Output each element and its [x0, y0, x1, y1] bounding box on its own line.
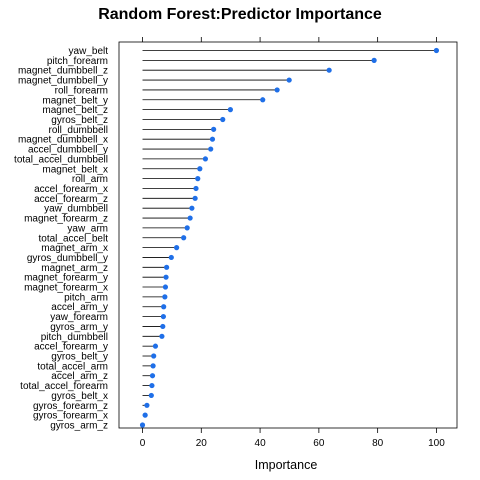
data-point	[202, 156, 209, 162]
data-point	[150, 363, 156, 369]
category-label: roll_dumbbell	[49, 125, 108, 136]
category-label: gyros_belt_x	[51, 391, 108, 402]
data-point	[195, 176, 201, 182]
data-point	[326, 67, 332, 73]
x-axis-top	[142, 37, 437, 42]
category-label: accel_arm_z	[51, 371, 108, 382]
data-point	[274, 87, 280, 93]
category-label: yaw_arm	[67, 223, 108, 234]
category-label: pitch_dumbbell	[41, 332, 108, 343]
category-label: total_accel_forearm	[20, 381, 108, 392]
data-point	[149, 382, 155, 389]
category-label: magnet_belt_z	[42, 105, 108, 116]
x-tick-label: 40	[255, 438, 267, 449]
data-point	[371, 57, 377, 63]
data-point	[149, 373, 156, 379]
category-label: accel_forearm_z	[34, 194, 108, 205]
category-label: pitch_arm	[64, 292, 108, 303]
category-label: total_accel_belt	[39, 233, 109, 244]
data-point	[260, 97, 266, 103]
category-label: magnet_forearm_z	[24, 214, 108, 225]
category-label: magnet_arm_x	[41, 243, 108, 254]
data-point	[174, 245, 180, 251]
category-label: yaw_belt	[69, 46, 109, 57]
data-point	[208, 146, 214, 152]
data-point	[152, 343, 159, 349]
category-label: magnet_dumbbell_y	[18, 76, 108, 87]
category-label: pitch_forearm	[47, 56, 108, 67]
data-point	[144, 402, 150, 408]
data-point	[286, 77, 292, 83]
category-label: total_accel_dumbbell	[14, 154, 108, 165]
category-label: magnet_belt_y	[42, 95, 108, 106]
category-label: accel_forearm_x	[34, 184, 108, 195]
x-tick-label: 60	[313, 438, 325, 449]
data-point	[192, 195, 198, 201]
category-label: magnet_arm_z	[41, 263, 108, 274]
data-point	[161, 304, 167, 310]
x-axis-label: Importance	[255, 458, 318, 472]
data-point	[168, 254, 174, 261]
x-tick-label: 20	[196, 438, 208, 449]
data-point	[139, 422, 146, 428]
x-tick-label: 80	[372, 438, 384, 449]
category-label: gyros_belt_z	[51, 115, 108, 126]
chart-title: Random Forest:Predictor Importance	[98, 6, 382, 23]
dot-series	[139, 47, 440, 428]
data-point	[181, 235, 187, 241]
category-label: accel_forearm_y	[34, 342, 108, 353]
data-point	[163, 274, 169, 280]
data-point	[142, 412, 148, 418]
data-point	[184, 225, 190, 231]
data-point	[159, 333, 165, 339]
category-label: roll_arm	[72, 174, 108, 185]
category-label: gyros_forearm_z	[33, 401, 108, 412]
category-label: total_accel_arm	[37, 361, 108, 372]
x-tick-label: 0	[140, 438, 146, 449]
category-label: yaw_forearm	[50, 312, 108, 323]
data-point	[220, 116, 226, 123]
data-point	[433, 47, 440, 54]
data-point	[189, 205, 195, 211]
category-label: magnet_dumbbell_z	[18, 66, 108, 77]
category-label: magnet_belt_x	[42, 164, 108, 175]
data-point	[187, 215, 193, 221]
data-point	[148, 392, 154, 399]
category-label: yaw_dumbbell	[44, 204, 108, 215]
data-point	[160, 323, 166, 330]
category-label: roll_forearm	[55, 85, 108, 96]
data-point	[162, 294, 168, 300]
category-label: magnet_dumbbell_x	[18, 135, 108, 146]
category-label: magnet_forearm_x	[24, 283, 108, 294]
plot-frame	[118, 41, 458, 429]
category-label: gyros_belt_y	[51, 352, 108, 363]
data-point	[160, 313, 166, 320]
data-point	[227, 107, 233, 113]
category-label: gyros_forearm_x	[33, 411, 108, 422]
data-point	[164, 264, 170, 270]
data-point	[162, 284, 169, 290]
category-label: accel_arm_y	[51, 302, 108, 313]
category-label: gyros_arm_y	[50, 322, 108, 333]
x-tick-label: 100	[428, 438, 445, 449]
x-axis-bottom: 0 20 40 60 80 100	[140, 428, 445, 449]
category-label: magnet_forearm_y	[24, 273, 108, 284]
data-point	[151, 353, 157, 359]
category-label: gyros_arm_z	[50, 421, 108, 432]
data-point	[193, 185, 199, 192]
category-label: accel_dumbbell_y	[28, 145, 108, 156]
data-point	[211, 126, 217, 132]
category-label: gyros_dumbbell_y	[27, 253, 108, 264]
data-point	[197, 166, 203, 172]
category-labels: yaw_beltpitch_forearmmagnet_dumbbell_zma…	[14, 46, 108, 432]
data-point	[209, 136, 216, 142]
